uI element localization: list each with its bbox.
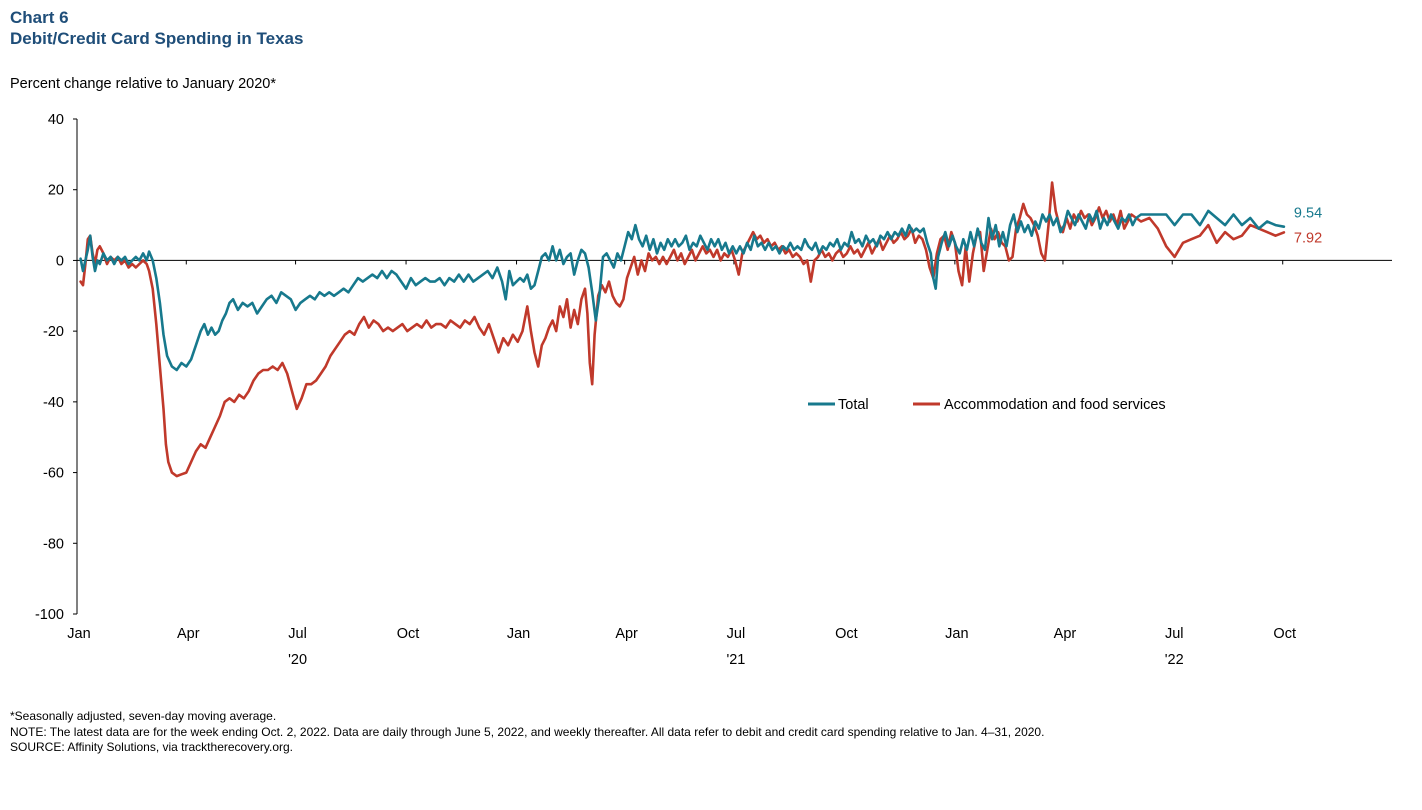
line-chart: 40 20 0 -20 -40 -60 -80 -100 Jan Apr Jul Oct Jan Apr… <box>35 112 1392 668</box>
series-line-accommodation <box>79 181 1286 478</box>
y-tick-label: 40 <box>48 112 64 128</box>
x-axis: Jan Apr Jul Oct Jan Apr Jul Oct Jan Apr Jul Oct '20 '… <box>67 259 1392 668</box>
y-tick-label: -60 <box>43 466 64 482</box>
footnote-note: NOTE: The latest data are for the week e… <box>10 724 1045 739</box>
footnote-seasonal: *Seasonally adjusted, seven-day moving a… <box>10 709 277 723</box>
x-tick-label: Jan <box>507 626 530 642</box>
legend: Total Accommodation and food services <box>808 397 1166 413</box>
x-tick-label: Apr <box>615 626 638 642</box>
chart-number: Chart 6 <box>10 8 69 27</box>
x-tick-label: Oct <box>835 626 858 642</box>
y-tick-label: -80 <box>43 536 64 552</box>
end-label-total: 9.54 <box>1294 206 1322 222</box>
x-tick-label: Jul <box>288 626 307 642</box>
x-tick-label: Apr <box>1054 626 1077 642</box>
x-tick-label: Jan <box>945 626 968 642</box>
footnote-source: SOURCE: Affinity Solutions, via trackthe… <box>10 740 294 754</box>
end-label-accommodation: 7.92 <box>1294 230 1322 246</box>
y-tick-label: -20 <box>43 324 64 340</box>
y-tick-label: 0 <box>56 253 64 269</box>
series-layer: 9.54 7.92 <box>79 181 1322 478</box>
x-tick-label: Oct <box>397 626 420 642</box>
y-tick-label: -100 <box>35 607 64 623</box>
x-year-label: '21 <box>726 652 745 668</box>
y-tick-label: 20 <box>48 183 64 199</box>
x-tick-label: Jan <box>67 626 90 642</box>
footnotes: *Seasonally adjusted, seven-day moving a… <box>10 709 1044 756</box>
x-tick-label: Apr <box>177 626 200 642</box>
x-tick-label: Jul <box>1165 626 1184 642</box>
legend-label: Accommodation and food services <box>944 397 1166 413</box>
y-axis: 40 20 0 -20 -40 -60 -80 -100 <box>35 112 78 623</box>
x-year-label: '22 <box>1165 652 1184 668</box>
series-line-total <box>79 209 1286 372</box>
y-tick-label: -40 <box>43 395 64 411</box>
x-year-label: '20 <box>288 652 307 668</box>
x-tick-label: Jul <box>727 626 746 642</box>
legend-label: Total <box>838 397 869 413</box>
x-tick-label: Oct <box>1273 626 1296 642</box>
y-axis-subtitle: Percent change relative to January 2020* <box>10 76 277 92</box>
chart-title: Debit/Credit Card Spending in Texas <box>10 29 304 48</box>
